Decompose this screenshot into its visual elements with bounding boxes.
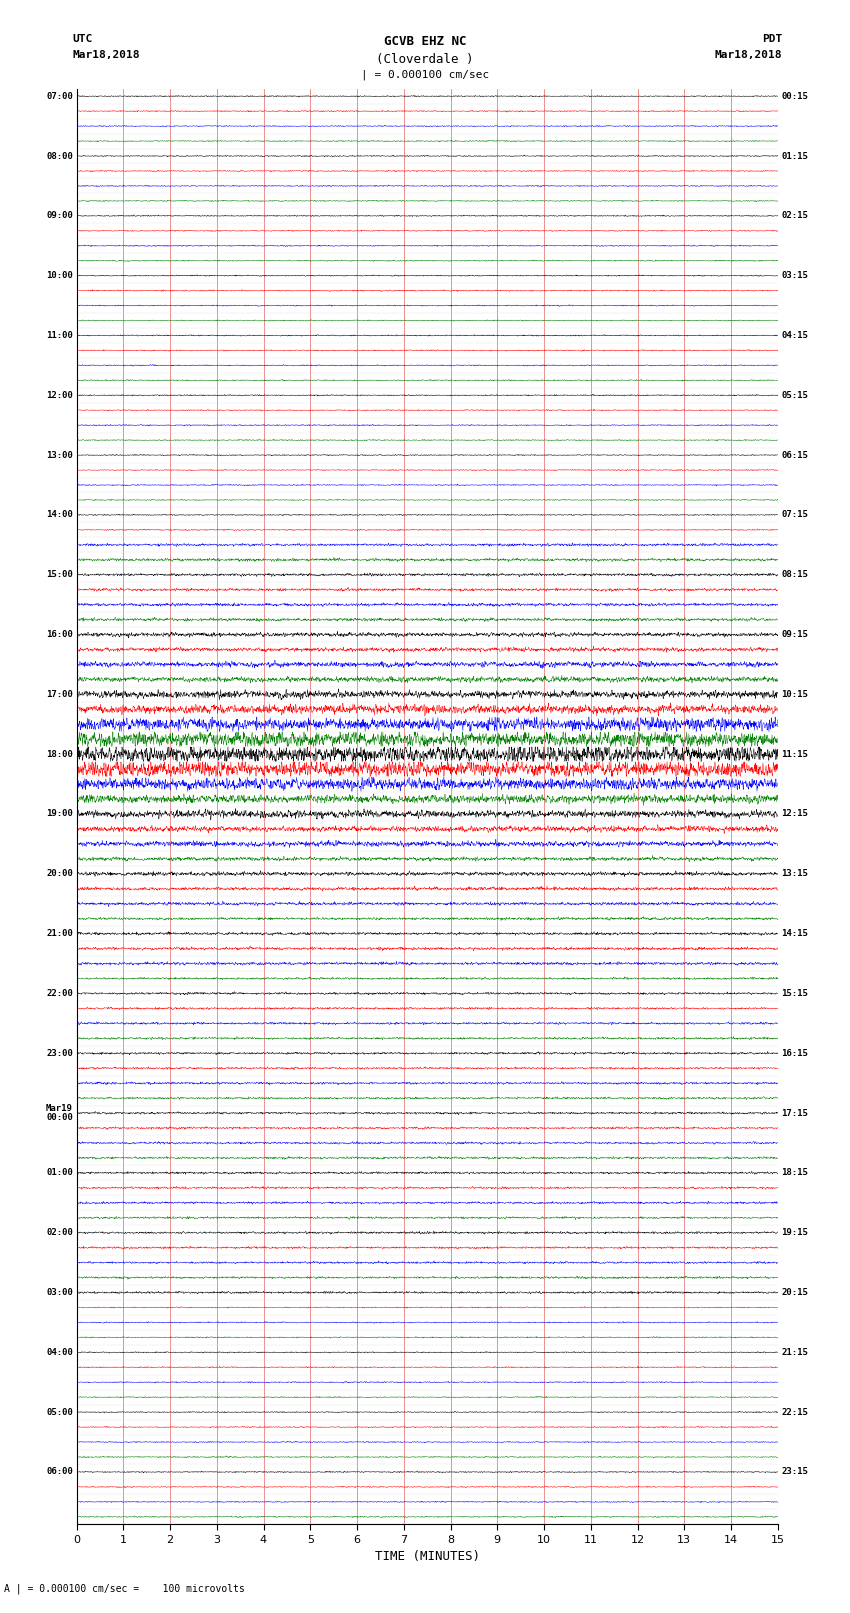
Text: 21:15: 21:15	[781, 1348, 808, 1357]
X-axis label: TIME (MINUTES): TIME (MINUTES)	[375, 1550, 479, 1563]
Text: Mar18,2018: Mar18,2018	[715, 50, 782, 60]
Text: 17:00: 17:00	[46, 690, 73, 698]
Text: 07:00: 07:00	[46, 92, 73, 100]
Text: UTC: UTC	[72, 34, 93, 44]
Text: 16:15: 16:15	[781, 1048, 808, 1058]
Text: 16:00: 16:00	[46, 631, 73, 639]
Text: (Cloverdale ): (Cloverdale )	[377, 53, 473, 66]
Text: 14:00: 14:00	[46, 510, 73, 519]
Text: 04:00: 04:00	[46, 1348, 73, 1357]
Text: 12:00: 12:00	[46, 390, 73, 400]
Text: 18:00: 18:00	[46, 750, 73, 758]
Text: 01:15: 01:15	[781, 152, 808, 161]
Text: 06:00: 06:00	[46, 1468, 73, 1476]
Text: 11:15: 11:15	[781, 750, 808, 758]
Text: 05:15: 05:15	[781, 390, 808, 400]
Text: 21:00: 21:00	[46, 929, 73, 939]
Text: 00:00: 00:00	[46, 1113, 73, 1123]
Text: 09:00: 09:00	[46, 211, 73, 221]
Text: 19:15: 19:15	[781, 1227, 808, 1237]
Text: 18:15: 18:15	[781, 1168, 808, 1177]
Text: 17:15: 17:15	[781, 1108, 808, 1118]
Text: 23:15: 23:15	[781, 1468, 808, 1476]
Text: 22:15: 22:15	[781, 1408, 808, 1416]
Text: 06:15: 06:15	[781, 450, 808, 460]
Text: 10:00: 10:00	[46, 271, 73, 281]
Text: 23:00: 23:00	[46, 1048, 73, 1058]
Text: 00:15: 00:15	[781, 92, 808, 100]
Text: GCVB EHZ NC: GCVB EHZ NC	[383, 35, 467, 48]
Text: 09:15: 09:15	[781, 631, 808, 639]
Text: 13:00: 13:00	[46, 450, 73, 460]
Text: | = 0.000100 cm/sec: | = 0.000100 cm/sec	[361, 69, 489, 81]
Text: 11:00: 11:00	[46, 331, 73, 340]
Text: 14:15: 14:15	[781, 929, 808, 939]
Text: 05:00: 05:00	[46, 1408, 73, 1416]
Text: 15:00: 15:00	[46, 571, 73, 579]
Text: 22:00: 22:00	[46, 989, 73, 998]
Text: A | = 0.000100 cm/sec =    100 microvolts: A | = 0.000100 cm/sec = 100 microvolts	[4, 1582, 245, 1594]
Text: 01:00: 01:00	[46, 1168, 73, 1177]
Text: 03:15: 03:15	[781, 271, 808, 281]
Text: 07:15: 07:15	[781, 510, 808, 519]
Text: 20:15: 20:15	[781, 1289, 808, 1297]
Text: 08:00: 08:00	[46, 152, 73, 161]
Text: 15:15: 15:15	[781, 989, 808, 998]
Text: 10:15: 10:15	[781, 690, 808, 698]
Text: 13:15: 13:15	[781, 869, 808, 879]
Text: 03:00: 03:00	[46, 1289, 73, 1297]
Text: 19:00: 19:00	[46, 810, 73, 818]
Text: Mar19: Mar19	[46, 1103, 73, 1113]
Text: 08:15: 08:15	[781, 571, 808, 579]
Text: 04:15: 04:15	[781, 331, 808, 340]
Text: 12:15: 12:15	[781, 810, 808, 818]
Text: 20:00: 20:00	[46, 869, 73, 879]
Text: 02:15: 02:15	[781, 211, 808, 221]
Text: PDT: PDT	[762, 34, 782, 44]
Text: 02:00: 02:00	[46, 1227, 73, 1237]
Text: Mar18,2018: Mar18,2018	[72, 50, 139, 60]
